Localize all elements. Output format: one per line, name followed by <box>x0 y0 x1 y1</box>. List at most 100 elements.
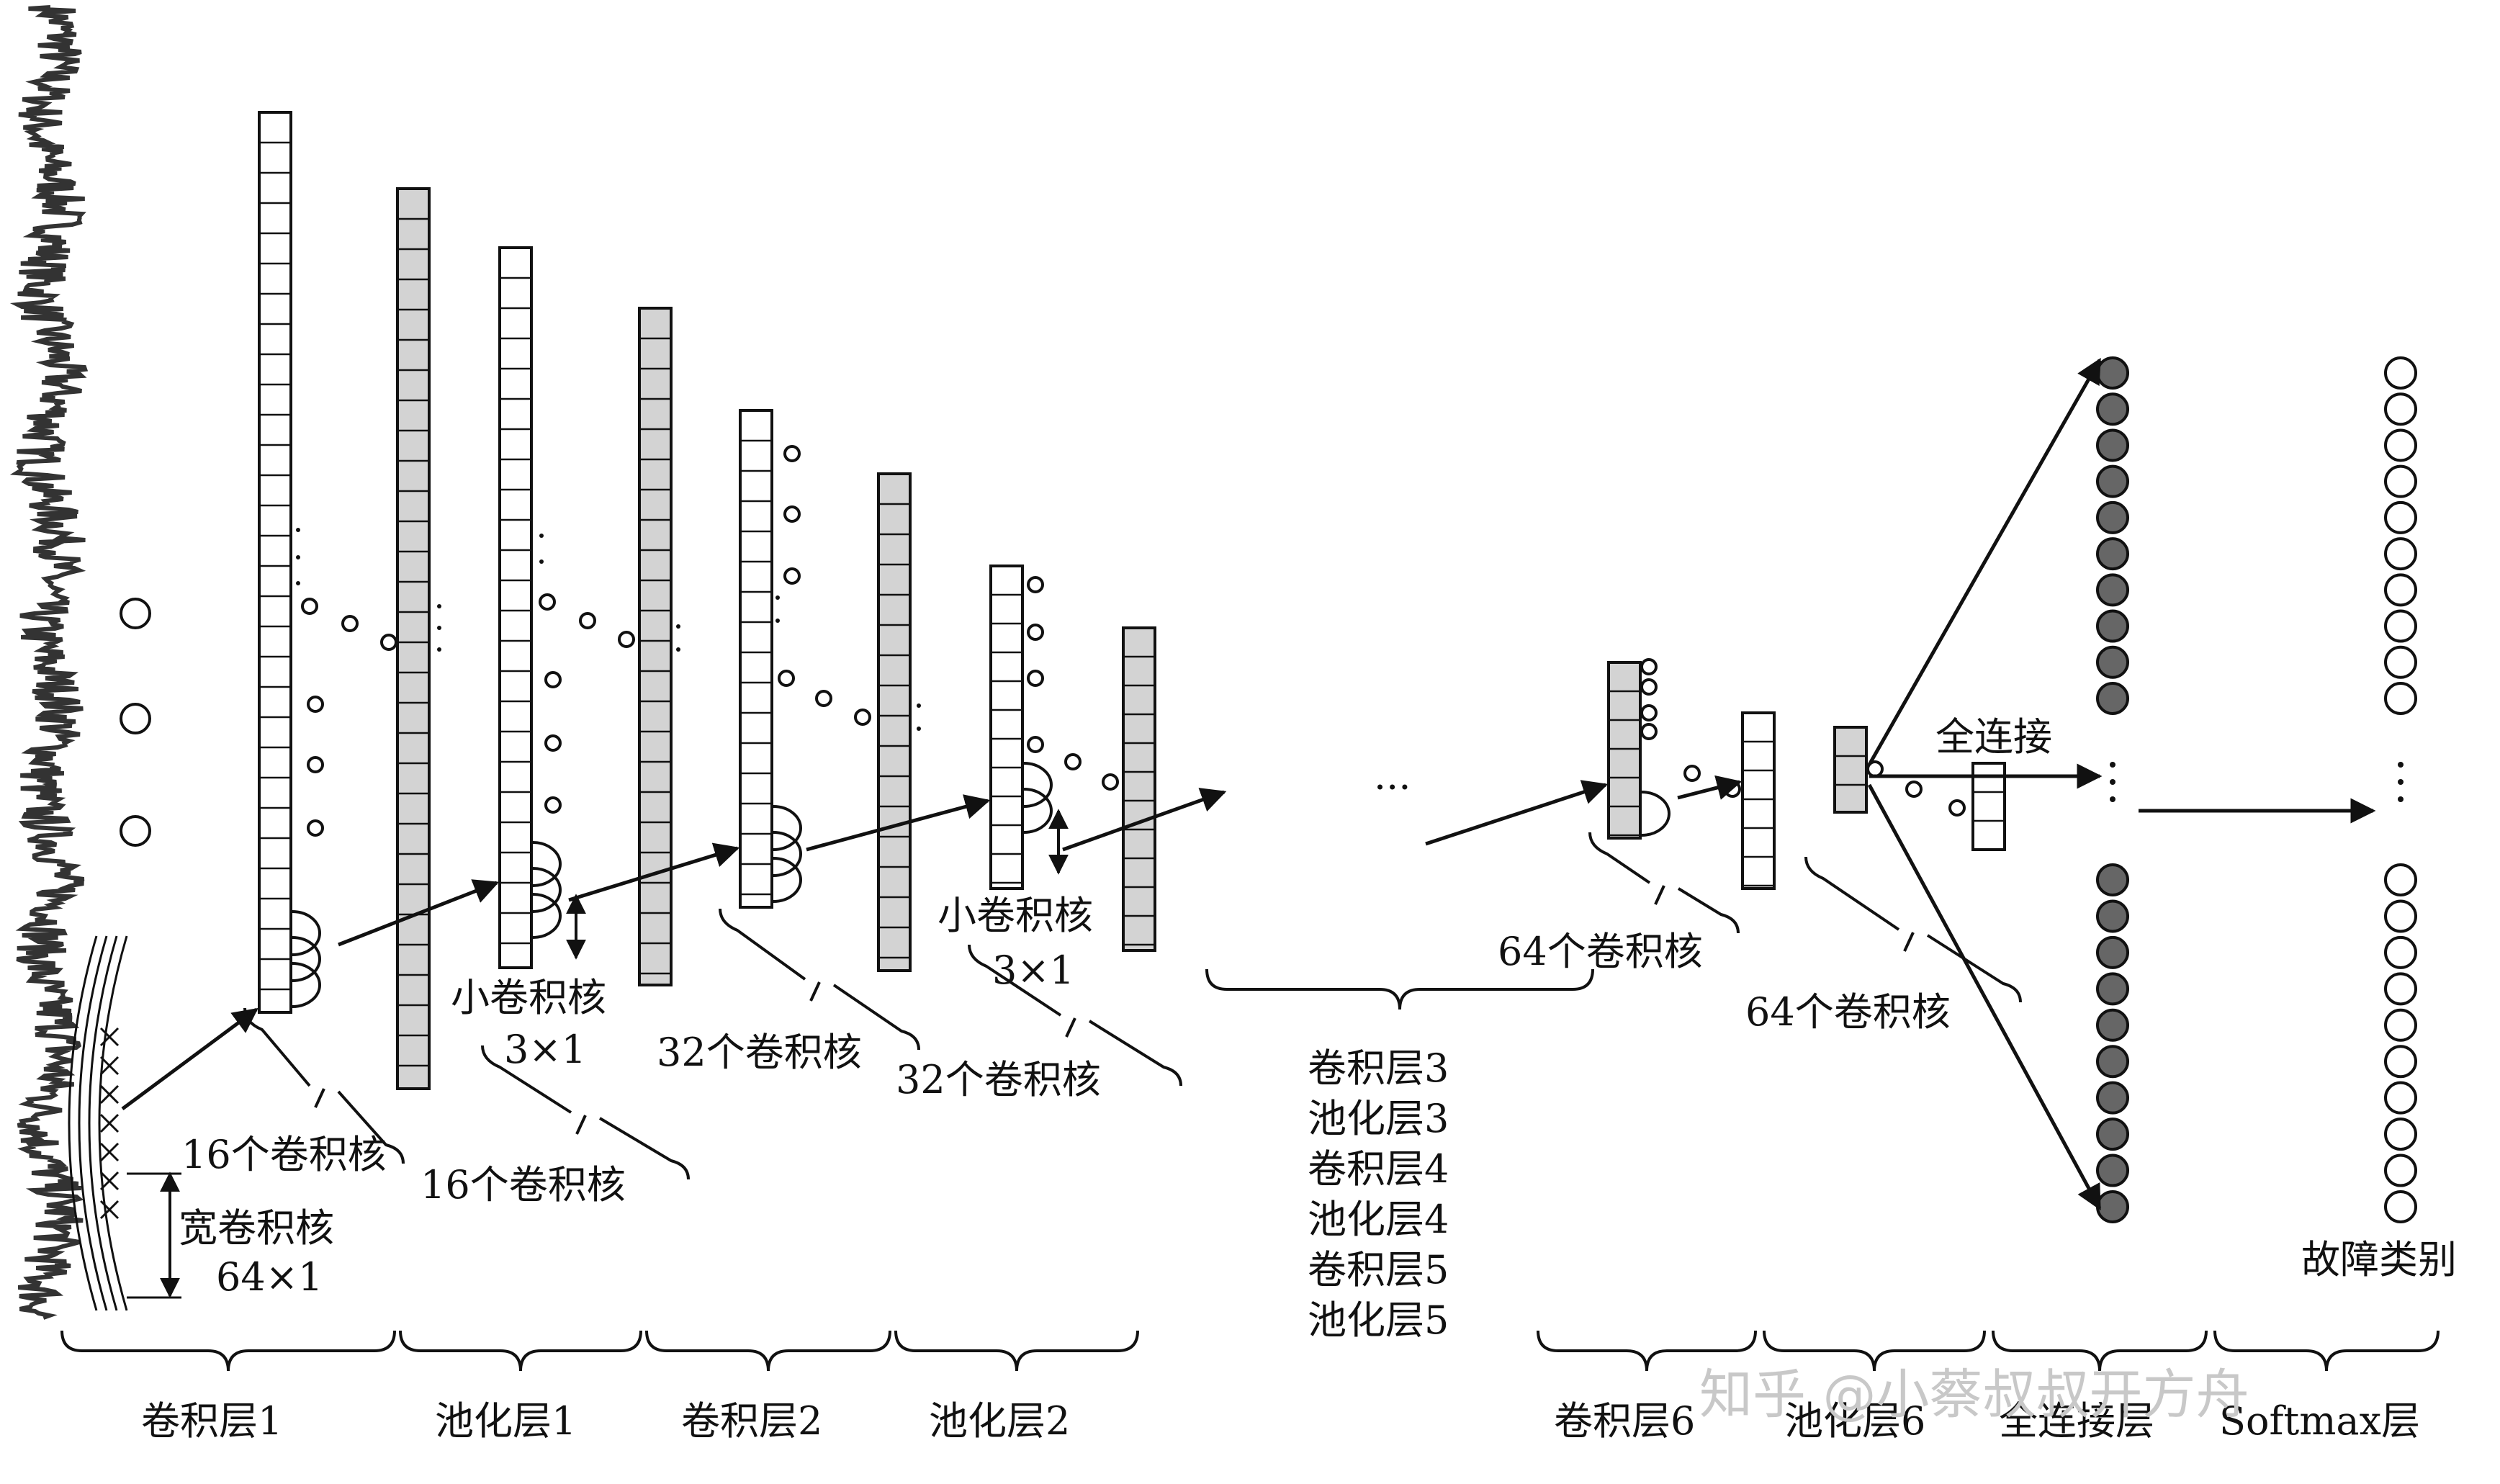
layer-label-conv6: 卷积层6 <box>1554 1398 1695 1444</box>
ellipsis-dot <box>296 528 300 532</box>
conv2-a-feature-map <box>498 246 533 969</box>
connection-circle <box>341 615 359 632</box>
kernel-cross-mark <box>99 1056 120 1076</box>
kernel-group-brace <box>1588 832 1740 934</box>
softmax-neuron <box>2384 682 2417 715</box>
input-ellipsis-circle <box>120 703 151 734</box>
fc-neuron <box>2096 899 2129 933</box>
flow-arrow <box>1677 775 1743 800</box>
kernel-group-brace <box>1804 856 2022 1003</box>
kernel-cross-mark <box>99 1200 120 1220</box>
connection-circle <box>1064 753 1082 770</box>
connection-circle <box>1027 736 1044 753</box>
wide-kernel-arc <box>68 935 98 1311</box>
kernel-arc <box>1023 762 1053 808</box>
kernel-group-brace <box>481 1045 690 1180</box>
softmax-neuron <box>2384 935 2417 969</box>
softmax-neuron <box>2384 1008 2417 1042</box>
kernel-arc <box>1641 791 1671 837</box>
wide-kernel-label: 宽卷积核 <box>179 1205 334 1251</box>
neuron-ellipsis-dot <box>2398 762 2404 768</box>
ellipsis-dot <box>775 619 780 623</box>
connection-circle <box>815 690 832 707</box>
ellipsis-dot <box>917 727 921 731</box>
wide-kernel-size-label: 64×1 <box>216 1254 323 1300</box>
kernel-arc <box>773 805 802 851</box>
layer-label-pool1: 池化层1 <box>435 1398 576 1444</box>
small-kernel-b-size-label: 3×1 <box>992 948 1074 993</box>
fc-neuron <box>2096 464 2129 498</box>
neuron-ellipsis-dot <box>2110 796 2115 802</box>
ellipsis-dot <box>917 703 921 708</box>
connection-circle <box>539 593 556 611</box>
connection-circle <box>1027 624 1044 641</box>
fc-neuron <box>2096 1081 2129 1115</box>
middle-layer-label: 池化层4 <box>1308 1197 1449 1242</box>
connection-circle <box>783 505 801 523</box>
conv1-kernel-count-label: 16个卷积核 <box>181 1132 387 1177</box>
fc-neuron <box>2096 645 2129 679</box>
middle-layer-label: 卷积层4 <box>1308 1146 1449 1192</box>
fc-neuron <box>2096 609 2129 643</box>
softmax-neuron <box>2384 464 2417 498</box>
fc-neuron <box>2096 1008 2129 1042</box>
input-vibration-signal <box>9 5 181 1320</box>
layer-brace <box>399 1330 642 1372</box>
ellipsis-dot <box>296 581 300 585</box>
kernel-group-brace <box>719 908 920 1051</box>
fc-neuron <box>2096 1045 2129 1079</box>
ellipsis-dot <box>437 647 441 652</box>
fc-neuron <box>2096 573 2129 607</box>
kernel-group-brace <box>243 1007 405 1164</box>
softmax-neuron <box>2384 356 2417 390</box>
connection-circle <box>1905 781 1923 798</box>
fc-neuron <box>2096 392 2129 426</box>
softmax-neuron <box>2384 537 2417 571</box>
layer-brace <box>1763 1330 1986 1372</box>
conv6-feature-map <box>1607 661 1642 840</box>
layer-brace <box>2213 1330 2440 1372</box>
fc-neuron <box>2096 356 2129 390</box>
middle-layer-label: 池化层5 <box>1308 1298 1449 1343</box>
kernel-group-brace <box>968 944 1182 1087</box>
connection-circle <box>579 612 596 629</box>
kernel-arc <box>532 841 562 887</box>
softmax-neuron <box>2384 1045 2417 1079</box>
fc-neuron <box>2096 935 2129 969</box>
softmax-neuron <box>2384 899 2417 933</box>
softmax-neuron <box>2384 428 2417 462</box>
fc-neuron <box>2096 1154 2129 1187</box>
flow-arrow <box>806 794 991 852</box>
pool-small-feature-map <box>1122 626 1156 952</box>
flow-arrow <box>568 842 740 902</box>
input-ellipsis-circle <box>120 598 151 629</box>
layer-label-softmax: Softmax层 <box>2219 1398 2420 1444</box>
softmax-neuron <box>2384 500 2417 534</box>
ellipsis-label: ··· <box>1374 765 1411 810</box>
fc-neuron <box>2096 428 2129 462</box>
layer-brace <box>894 1330 1139 1372</box>
kernel-arc <box>292 936 321 982</box>
connection-circle <box>1102 773 1119 791</box>
signal-waveform <box>9 5 89 1320</box>
conv2-kernel-count-label: 32个卷积核 <box>657 1030 862 1075</box>
ellipsis-dot <box>676 624 680 629</box>
connection-decorations <box>120 445 1966 1008</box>
flow-arrow <box>338 879 500 947</box>
ellipsis-dot <box>437 604 441 608</box>
fc-neuron <box>2096 682 2129 715</box>
kernel-arc <box>292 962 321 1008</box>
kernel-arc <box>532 893 562 939</box>
conv1-feature-map <box>258 111 292 1014</box>
kernel-cross-mark <box>99 1113 120 1133</box>
softmax-neuron <box>2384 1154 2417 1187</box>
connection-circle <box>301 598 318 615</box>
connection-circle <box>783 445 801 462</box>
neuron-nodes <box>2096 356 2417 1223</box>
annotation-labels: 宽卷积核 64×1 16个卷积核 16个卷积核 小卷积核 3×1 32个卷积核 … <box>179 714 2457 1300</box>
conv-small-feature-map <box>989 565 1024 890</box>
kernel-arc <box>532 867 562 913</box>
layer-brace <box>645 1330 891 1372</box>
connection-circle <box>1683 765 1701 782</box>
